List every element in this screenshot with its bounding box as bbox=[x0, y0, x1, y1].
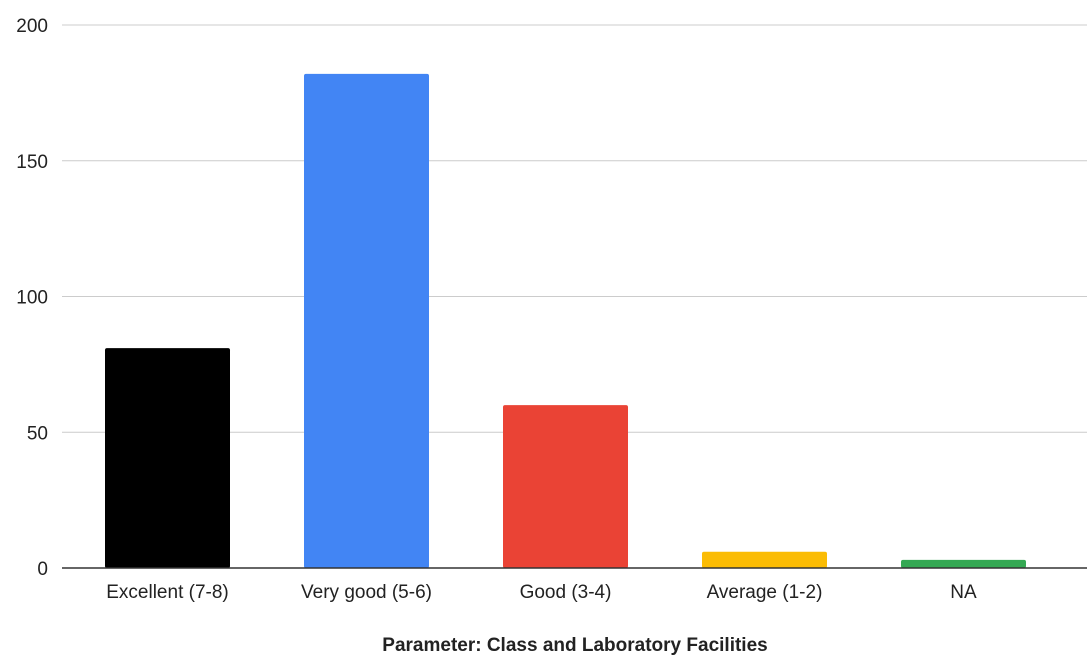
bar bbox=[503, 405, 628, 568]
bar bbox=[901, 559, 1026, 568]
y-tick-label: 200 bbox=[16, 16, 48, 37]
y-tick-label: 150 bbox=[16, 152, 48, 173]
x-category-label: Excellent (7-8) bbox=[106, 582, 229, 603]
y-tick-label: 0 bbox=[37, 559, 48, 580]
bar bbox=[304, 73, 429, 569]
x-category-label: Very good (5-6) bbox=[301, 582, 432, 603]
x-axis-categories: Excellent (7-8) Very good (5-6) Good (3-4)… bbox=[106, 582, 977, 603]
bars bbox=[105, 73, 1026, 569]
x-category-label: Good (3-4) bbox=[520, 582, 612, 603]
y-tick-label: 50 bbox=[27, 423, 48, 444]
x-category-label: Average (1-2) bbox=[707, 582, 823, 603]
x-category-label: NA bbox=[950, 582, 977, 603]
y-tick-label: 100 bbox=[16, 288, 48, 309]
y-axis-ticks: 0 50 100 150 200 bbox=[16, 16, 48, 580]
bar bbox=[702, 551, 827, 568]
x-axis-title: Parameter: Class and Laboratory Faciliti… bbox=[382, 635, 767, 656]
bar bbox=[105, 348, 230, 568]
